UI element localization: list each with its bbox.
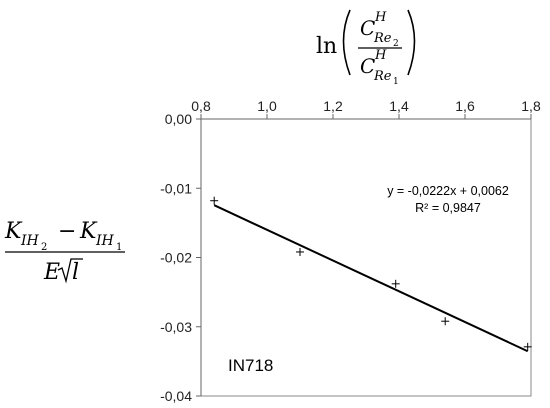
y-num-right-sub: IH xyxy=(95,233,115,249)
y-den-base: E xyxy=(43,260,60,285)
y-den-radicand: l xyxy=(72,260,79,285)
y-tick-label: -0,03 xyxy=(160,319,192,335)
y-tick-label: -0,01 xyxy=(160,180,192,196)
x-den-subsub: 1 xyxy=(393,77,399,87)
y-tick-label: 0,00 xyxy=(165,111,192,127)
y-den-sqrt-sign xyxy=(57,258,83,284)
y-num-right-base: K xyxy=(79,219,98,244)
y-num-left-subsub: 2 xyxy=(41,242,47,253)
x-tick-label: 1,4 xyxy=(389,98,409,114)
data-point xyxy=(441,317,450,326)
x-axis-title: ln C H Re 2 C H Re 1 xyxy=(316,9,416,87)
x-den-base: C xyxy=(360,54,375,78)
y-axis-title: K IH 2 − K IH 1 E l xyxy=(4,219,125,285)
trendline xyxy=(213,204,529,353)
data-point xyxy=(391,279,400,288)
y-tick-label: -0,04 xyxy=(160,388,192,404)
y-num-right-subsub: 1 xyxy=(116,242,122,253)
y-num-left-sub: IH xyxy=(20,233,40,249)
x-tick-label: 1,0 xyxy=(257,98,277,114)
x-axis-title-left-paren xyxy=(342,9,351,76)
trendline-r-squared: R² = 0,9847 xyxy=(415,201,481,215)
y-num-operator: − xyxy=(58,219,76,244)
x-tick-label: 0,8 xyxy=(191,98,211,114)
x-num-sub: Re xyxy=(373,31,392,46)
x-tick-label: 1,6 xyxy=(455,98,475,114)
x-num-subsub: 2 xyxy=(393,39,399,49)
x-num-sup: H xyxy=(374,10,387,25)
x-den-sub: Re xyxy=(373,69,392,84)
plot-area: 0,8 1,0 1,2 1,4 1,6 1,8 0,00 -0,01 -0,02 -0,03 -0,… xyxy=(160,98,541,404)
data-point xyxy=(210,196,219,205)
data-point xyxy=(296,247,304,256)
data-point xyxy=(523,342,532,351)
plot-border xyxy=(200,118,532,397)
x-tick-label: 1,8 xyxy=(521,98,541,114)
y-num-left-base: K xyxy=(4,219,23,244)
x-den-sup: H xyxy=(374,48,387,63)
annotation-label: IN718 xyxy=(228,356,273,375)
x-axis-title-right-paren xyxy=(407,9,416,76)
x-tick-label: 1,2 xyxy=(323,98,343,114)
x-axis-title-prefix: ln xyxy=(316,34,337,59)
trendline-equation: y = -0,0222x + 0,0062 xyxy=(387,184,509,198)
y-tick-label: -0,02 xyxy=(160,250,192,266)
x-num-base: C xyxy=(360,16,375,40)
